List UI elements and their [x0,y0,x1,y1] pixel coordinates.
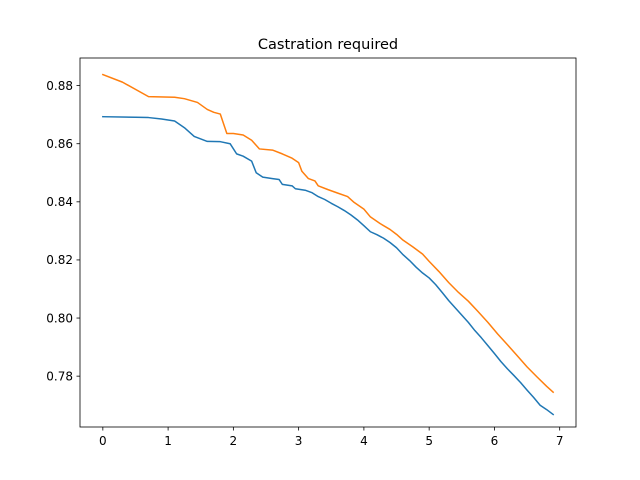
x-tick-label: 1 [164,434,172,448]
series-line-1 [102,115,555,416]
x-tick-label: 5 [425,434,433,448]
chart-title: Castration required [258,37,398,53]
y-tick-label: 0.82 [46,253,73,267]
series-line-2 [101,73,555,394]
plot-area [101,73,555,416]
x-tick-label: 6 [491,434,499,448]
y-tick-label: 0.88 [46,79,73,93]
x-tick-label: 2 [230,434,238,448]
x-tick-label: 4 [360,434,368,448]
y-tick-label: 0.86 [46,137,73,151]
y-tick-label: 0.78 [46,369,73,383]
x-tick-label: 0 [99,434,107,448]
x-tick-label: 7 [556,434,564,448]
axes: 0 1 2 3 4 5 6 7 0.78 0.80 0.82 0.84 0.86 0.88 [46,57,577,448]
x-tick-label: 3 [295,434,303,448]
y-tick-label: 0.84 [46,195,73,209]
axes-frame [79,57,577,428]
y-tick-label: 0.80 [46,311,73,325]
